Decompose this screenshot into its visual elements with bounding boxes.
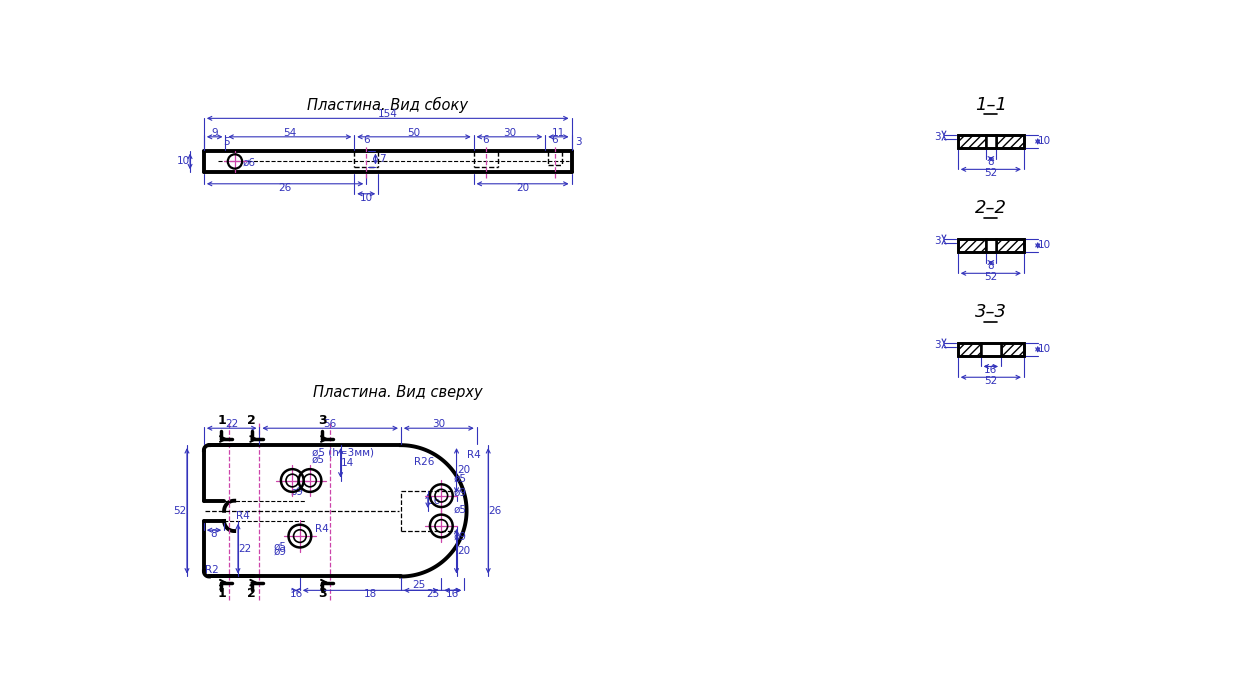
Text: Пластина. Вид сверху: Пластина. Вид сверху xyxy=(313,386,483,400)
Text: 8: 8 xyxy=(988,158,994,167)
Text: 11: 11 xyxy=(552,128,565,138)
Text: 6: 6 xyxy=(482,135,488,145)
Text: 1: 1 xyxy=(217,587,226,600)
Bar xyxy=(958,135,985,148)
Bar xyxy=(985,135,995,148)
Text: 16: 16 xyxy=(428,495,441,506)
Text: ø9: ø9 xyxy=(453,531,466,542)
Text: 26: 26 xyxy=(488,506,502,515)
Text: 20: 20 xyxy=(516,182,530,193)
Text: 3: 3 xyxy=(318,415,327,427)
Text: 9: 9 xyxy=(211,128,219,138)
Text: 10: 10 xyxy=(360,193,372,202)
Text: ø9: ø9 xyxy=(453,488,466,498)
Text: 2: 2 xyxy=(247,587,256,600)
Bar xyxy=(958,239,1024,252)
Text: 10: 10 xyxy=(1038,344,1052,354)
Text: 52: 52 xyxy=(984,168,998,178)
Text: 56: 56 xyxy=(323,419,337,429)
Text: 6: 6 xyxy=(552,135,558,145)
Text: 25: 25 xyxy=(426,589,440,599)
Text: 14: 14 xyxy=(341,458,355,468)
Text: 1–1: 1–1 xyxy=(975,95,1007,113)
Text: ø5: ø5 xyxy=(453,504,466,514)
Text: 3: 3 xyxy=(318,587,327,600)
Text: 52: 52 xyxy=(174,506,186,515)
Bar xyxy=(958,239,985,252)
Text: 52: 52 xyxy=(984,272,998,282)
Text: 3–3: 3–3 xyxy=(975,303,1007,321)
Text: ø9: ø9 xyxy=(291,486,304,496)
Text: 2: 2 xyxy=(247,415,256,427)
Text: R2: R2 xyxy=(205,565,219,575)
Text: 10: 10 xyxy=(1038,240,1052,250)
Text: 18: 18 xyxy=(363,589,377,599)
Text: R4: R4 xyxy=(467,450,481,460)
Bar xyxy=(958,135,1024,148)
Text: 26: 26 xyxy=(279,182,292,193)
Text: 2–2: 2–2 xyxy=(975,200,1007,218)
Text: 5: 5 xyxy=(224,138,230,147)
Text: 50: 50 xyxy=(407,128,421,138)
Text: 3: 3 xyxy=(934,132,940,142)
Text: ø5: ø5 xyxy=(274,542,287,551)
Text: 8: 8 xyxy=(988,261,994,272)
Bar xyxy=(980,343,1000,356)
Text: 3: 3 xyxy=(576,137,582,146)
Text: 3: 3 xyxy=(934,236,940,246)
Text: R4: R4 xyxy=(236,511,250,520)
Bar xyxy=(1000,343,1024,356)
Bar xyxy=(995,135,1024,148)
Text: 22: 22 xyxy=(239,544,251,553)
Text: ø6: ø6 xyxy=(242,158,256,168)
Bar xyxy=(985,239,995,252)
Bar xyxy=(995,239,1024,252)
Text: 20: 20 xyxy=(457,466,470,475)
Text: 30: 30 xyxy=(503,128,516,138)
Text: 10: 10 xyxy=(1038,136,1052,146)
Text: 30: 30 xyxy=(432,419,446,429)
Text: 10: 10 xyxy=(176,156,190,167)
Text: 16: 16 xyxy=(446,589,460,599)
Text: R26: R26 xyxy=(413,457,433,467)
Text: ø9: ø9 xyxy=(274,547,287,557)
Text: Пластина. Вид сбоку: Пластина. Вид сбоку xyxy=(307,97,468,113)
Text: 8: 8 xyxy=(211,529,217,539)
Text: 25: 25 xyxy=(412,580,425,590)
Text: 7: 7 xyxy=(380,154,386,164)
Text: 6: 6 xyxy=(363,135,370,145)
Text: ø5: ø5 xyxy=(311,454,325,464)
Bar xyxy=(958,343,980,356)
Text: 52: 52 xyxy=(984,376,998,386)
Text: 16: 16 xyxy=(984,366,998,375)
Text: 20: 20 xyxy=(457,546,470,556)
Text: 22: 22 xyxy=(225,419,239,429)
Text: ø5: ø5 xyxy=(453,474,466,484)
Text: 54: 54 xyxy=(284,128,296,138)
Text: 154: 154 xyxy=(377,108,397,119)
Text: R4: R4 xyxy=(315,524,328,534)
Bar xyxy=(958,343,1024,356)
Text: 16: 16 xyxy=(290,589,302,599)
Text: 3: 3 xyxy=(934,340,940,350)
Text: ø5 (h=3мм): ø5 (h=3мм) xyxy=(311,447,373,457)
Text: 1: 1 xyxy=(217,415,226,427)
